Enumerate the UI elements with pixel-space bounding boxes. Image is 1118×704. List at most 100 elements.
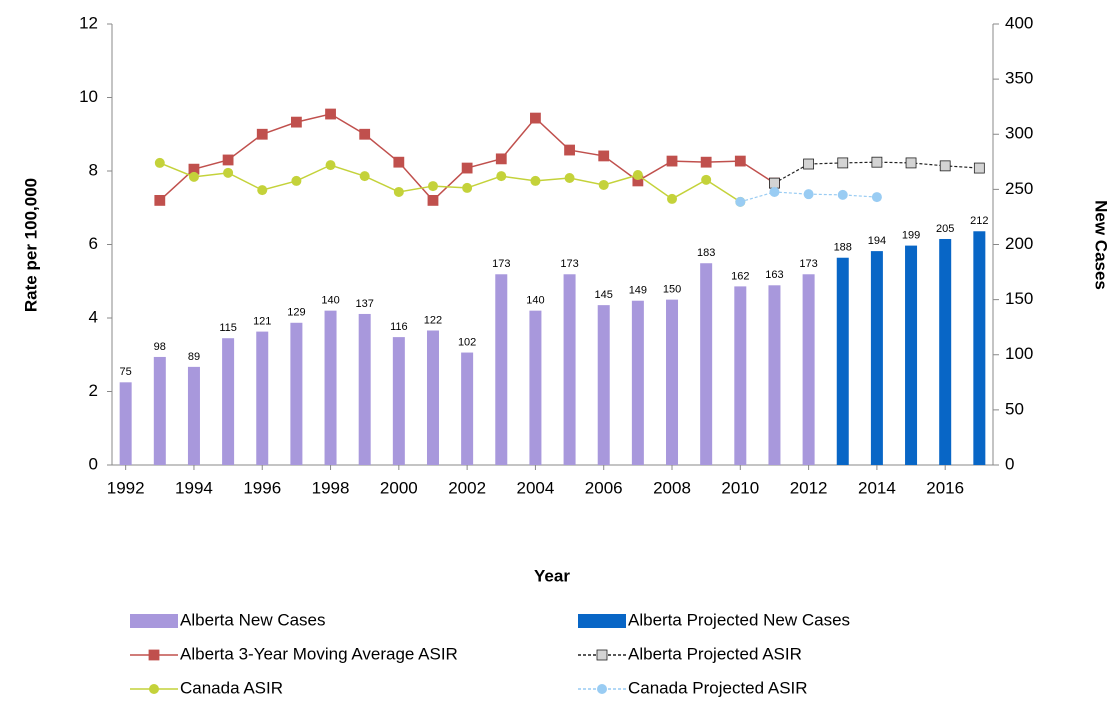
bar (358, 313, 371, 465)
y2-tick-label: 350 (1005, 69, 1033, 88)
legend-label: Canada Projected ASIR (628, 678, 808, 697)
line-marker (359, 128, 371, 140)
line-marker (154, 194, 166, 206)
bar-value-label: 212 (970, 215, 988, 227)
bar-value-label: 205 (936, 223, 954, 235)
x-tick-label: 1992 (107, 478, 145, 497)
line-marker (495, 153, 507, 165)
bar-value-label: 137 (356, 298, 374, 310)
legend-marker (148, 649, 160, 661)
legend-swatch (130, 614, 178, 628)
line-marker (564, 172, 575, 183)
bar (700, 263, 713, 465)
bar (426, 330, 439, 465)
y2-tick-label: 200 (1005, 234, 1033, 253)
bar-value-label: 199 (902, 230, 920, 242)
line-marker (734, 155, 746, 167)
y-axis-title: Rate per 100,000 (21, 178, 40, 312)
y2-tick-label: 50 (1005, 399, 1024, 418)
x-tick-label: 2016 (926, 478, 964, 497)
line-marker (803, 158, 815, 170)
y2-axis-title: New Cases (1092, 200, 1111, 290)
x-tick-label: 1994 (175, 478, 213, 497)
line-marker (973, 162, 985, 174)
line-marker (632, 170, 643, 181)
line-marker (530, 175, 541, 186)
x-axis-title: Year (534, 566, 570, 585)
bar (870, 251, 883, 465)
bar-value-label: 188 (834, 242, 852, 254)
line-marker (462, 182, 473, 193)
bar (597, 305, 610, 465)
bar-value-label: 116 (390, 321, 408, 333)
x-tick-label: 2004 (517, 478, 555, 497)
line-marker (393, 156, 405, 168)
line-marker (188, 171, 199, 182)
bar (324, 310, 337, 465)
bar-value-label: 75 (120, 366, 132, 378)
bar (836, 257, 849, 465)
line-marker (871, 192, 882, 203)
legend-label: Alberta 3-Year Moving Average ASIR (180, 644, 458, 663)
line-marker (325, 160, 336, 171)
line-marker (427, 194, 439, 206)
line-marker (222, 154, 234, 166)
bar (153, 356, 166, 465)
legend-label: Alberta Projected New Cases (628, 610, 850, 629)
x-tick-label: 2010 (721, 478, 759, 497)
bar (222, 338, 235, 465)
x-tick-label: 1998 (312, 478, 350, 497)
bar-value-label: 115 (219, 322, 237, 334)
line-marker (837, 157, 849, 169)
line-marker (325, 108, 336, 120)
bar (666, 299, 679, 465)
bar (905, 245, 918, 465)
bar (495, 274, 508, 465)
bar (802, 274, 815, 465)
line-marker (769, 186, 780, 197)
bar-value-label: 102 (458, 336, 476, 348)
bar-value-label: 121 (253, 316, 271, 328)
line-marker (393, 186, 404, 197)
bar-value-label: 98 (154, 341, 166, 353)
bar-value-label: 149 (629, 285, 647, 297)
line-marker (769, 177, 780, 189)
bar-value-label: 140 (526, 295, 544, 307)
bar (256, 331, 269, 465)
x-tick-label: 1996 (243, 478, 281, 497)
x-tick-label: 2008 (653, 478, 691, 497)
bar-value-label: 163 (765, 269, 783, 281)
y-tick-label: 12 (79, 13, 98, 32)
line-marker (701, 174, 712, 185)
y-tick-label: 8 (89, 160, 98, 179)
line-marker (530, 112, 541, 124)
line-marker (564, 144, 575, 156)
bar (461, 352, 474, 465)
bar (119, 382, 132, 465)
series-line (740, 191, 877, 203)
bar-value-label: 122 (424, 314, 442, 326)
bar (734, 286, 747, 465)
line-marker (291, 175, 302, 186)
bar-value-label: 150 (663, 284, 681, 296)
y2-tick-label: 0 (1005, 454, 1014, 473)
bar-value-label: 173 (560, 258, 578, 270)
legend-marker (597, 684, 607, 694)
legend-label: Alberta New Cases (180, 610, 326, 629)
line-marker (700, 156, 712, 168)
bar-value-label: 173 (799, 258, 817, 270)
legend-marker (149, 684, 159, 694)
bar-value-label: 162 (731, 270, 749, 282)
bar (973, 231, 986, 465)
bar (290, 322, 303, 465)
bar (187, 366, 200, 465)
line-marker (939, 160, 951, 172)
line-marker (666, 155, 678, 167)
bar (768, 285, 781, 465)
x-tick-label: 2002 (448, 478, 486, 497)
bar (392, 337, 405, 465)
line-marker (598, 179, 609, 190)
y2-tick-label: 300 (1005, 124, 1033, 143)
legend-marker (596, 649, 608, 661)
y2-tick-label: 150 (1005, 289, 1033, 308)
